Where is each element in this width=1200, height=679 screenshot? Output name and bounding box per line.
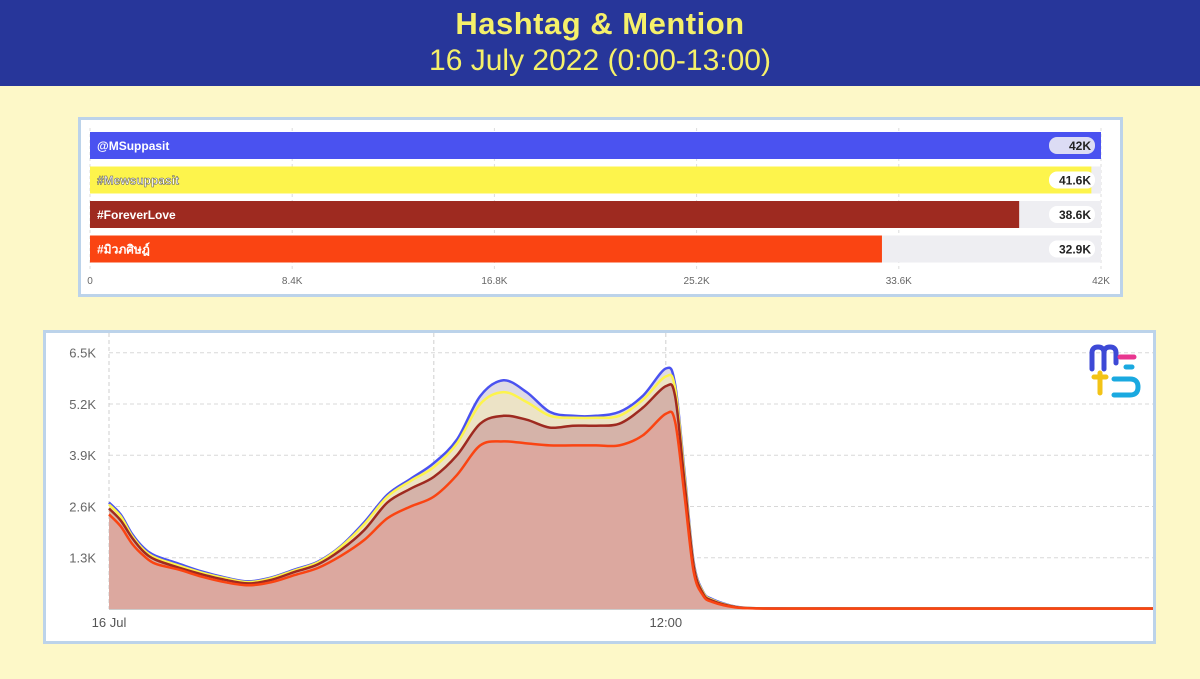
logo-stroke-blue — [1092, 347, 1116, 369]
area-x-tick-label: 12:00 — [650, 615, 683, 630]
area-chart-panel: 1.3K 2.6K 3.9K 5.2K 6.5K 16 Jul 12:00 — [43, 330, 1156, 644]
page-title: Hashtag & Mention — [0, 6, 1200, 42]
bar-label-msuppasit: @MSuppasit — [97, 139, 169, 153]
bar-label-mewsuppasit: #Mewsuppasit — [97, 174, 179, 188]
bar-chart: 0 8.4K 16.8K 25.2K 33.6K 42K @MSuppasit 42K #Mew… — [81, 120, 1120, 294]
area-chart: 1.3K 2.6K 3.9K 5.2K 6.5K 16 Jul 12:00 — [46, 333, 1153, 641]
area-y-tick-label: 5.2K — [69, 397, 96, 412]
brand-logo — [1092, 347, 1138, 395]
bar-x-tick-label: 0 — [87, 276, 93, 287]
bar-label-series-3: #มิว฀฀฀ภศิษฎ์ — [97, 243, 150, 257]
area-y-tick-label: 3.9K — [69, 448, 96, 463]
area-y-tick-label: 1.3K — [69, 551, 96, 566]
bar-value-label-mewsuppasit: 41.6K — [1059, 174, 1091, 188]
logo-stroke-yellow — [1094, 373, 1106, 393]
page-subtitle: 16 July 2022 (0:00-13:00) — [0, 44, 1200, 78]
bar-mewsuppasit — [90, 167, 1091, 194]
header-banner: Hashtag & Mention 16 July 2022 (0:00-13:… — [0, 0, 1200, 86]
bar-foreverlove — [90, 201, 1019, 228]
bar-series-3 — [90, 236, 882, 263]
bar-x-tick-label: 25.2K — [684, 276, 710, 287]
area-y-tick-label: 2.6K — [69, 499, 96, 514]
bar-x-tick-label: 33.6K — [886, 276, 912, 287]
logo-stroke-cyan — [1114, 379, 1138, 395]
bar-label-foreverlove: #ForeverLove — [97, 208, 176, 222]
bar-msuppasit — [90, 132, 1101, 159]
bar-chart-panel: 0 8.4K 16.8K 25.2K 33.6K 42K @MSuppasit 42K #Mew… — [78, 117, 1123, 297]
area-x-tick-label: 16 Jul — [92, 615, 127, 630]
bar-x-tick-label: 42K — [1092, 276, 1110, 287]
bar-x-tick-label: 8.4K — [282, 276, 303, 287]
bar-value-label-series-3: 32.9K — [1059, 243, 1091, 257]
area-y-tick-label: 6.5K — [69, 346, 96, 361]
bar-x-tick-label: 16.8K — [481, 276, 507, 287]
bar-value-label-foreverlove: 38.6K — [1059, 208, 1091, 222]
bar-value-label-msuppasit: 42K — [1069, 139, 1091, 153]
